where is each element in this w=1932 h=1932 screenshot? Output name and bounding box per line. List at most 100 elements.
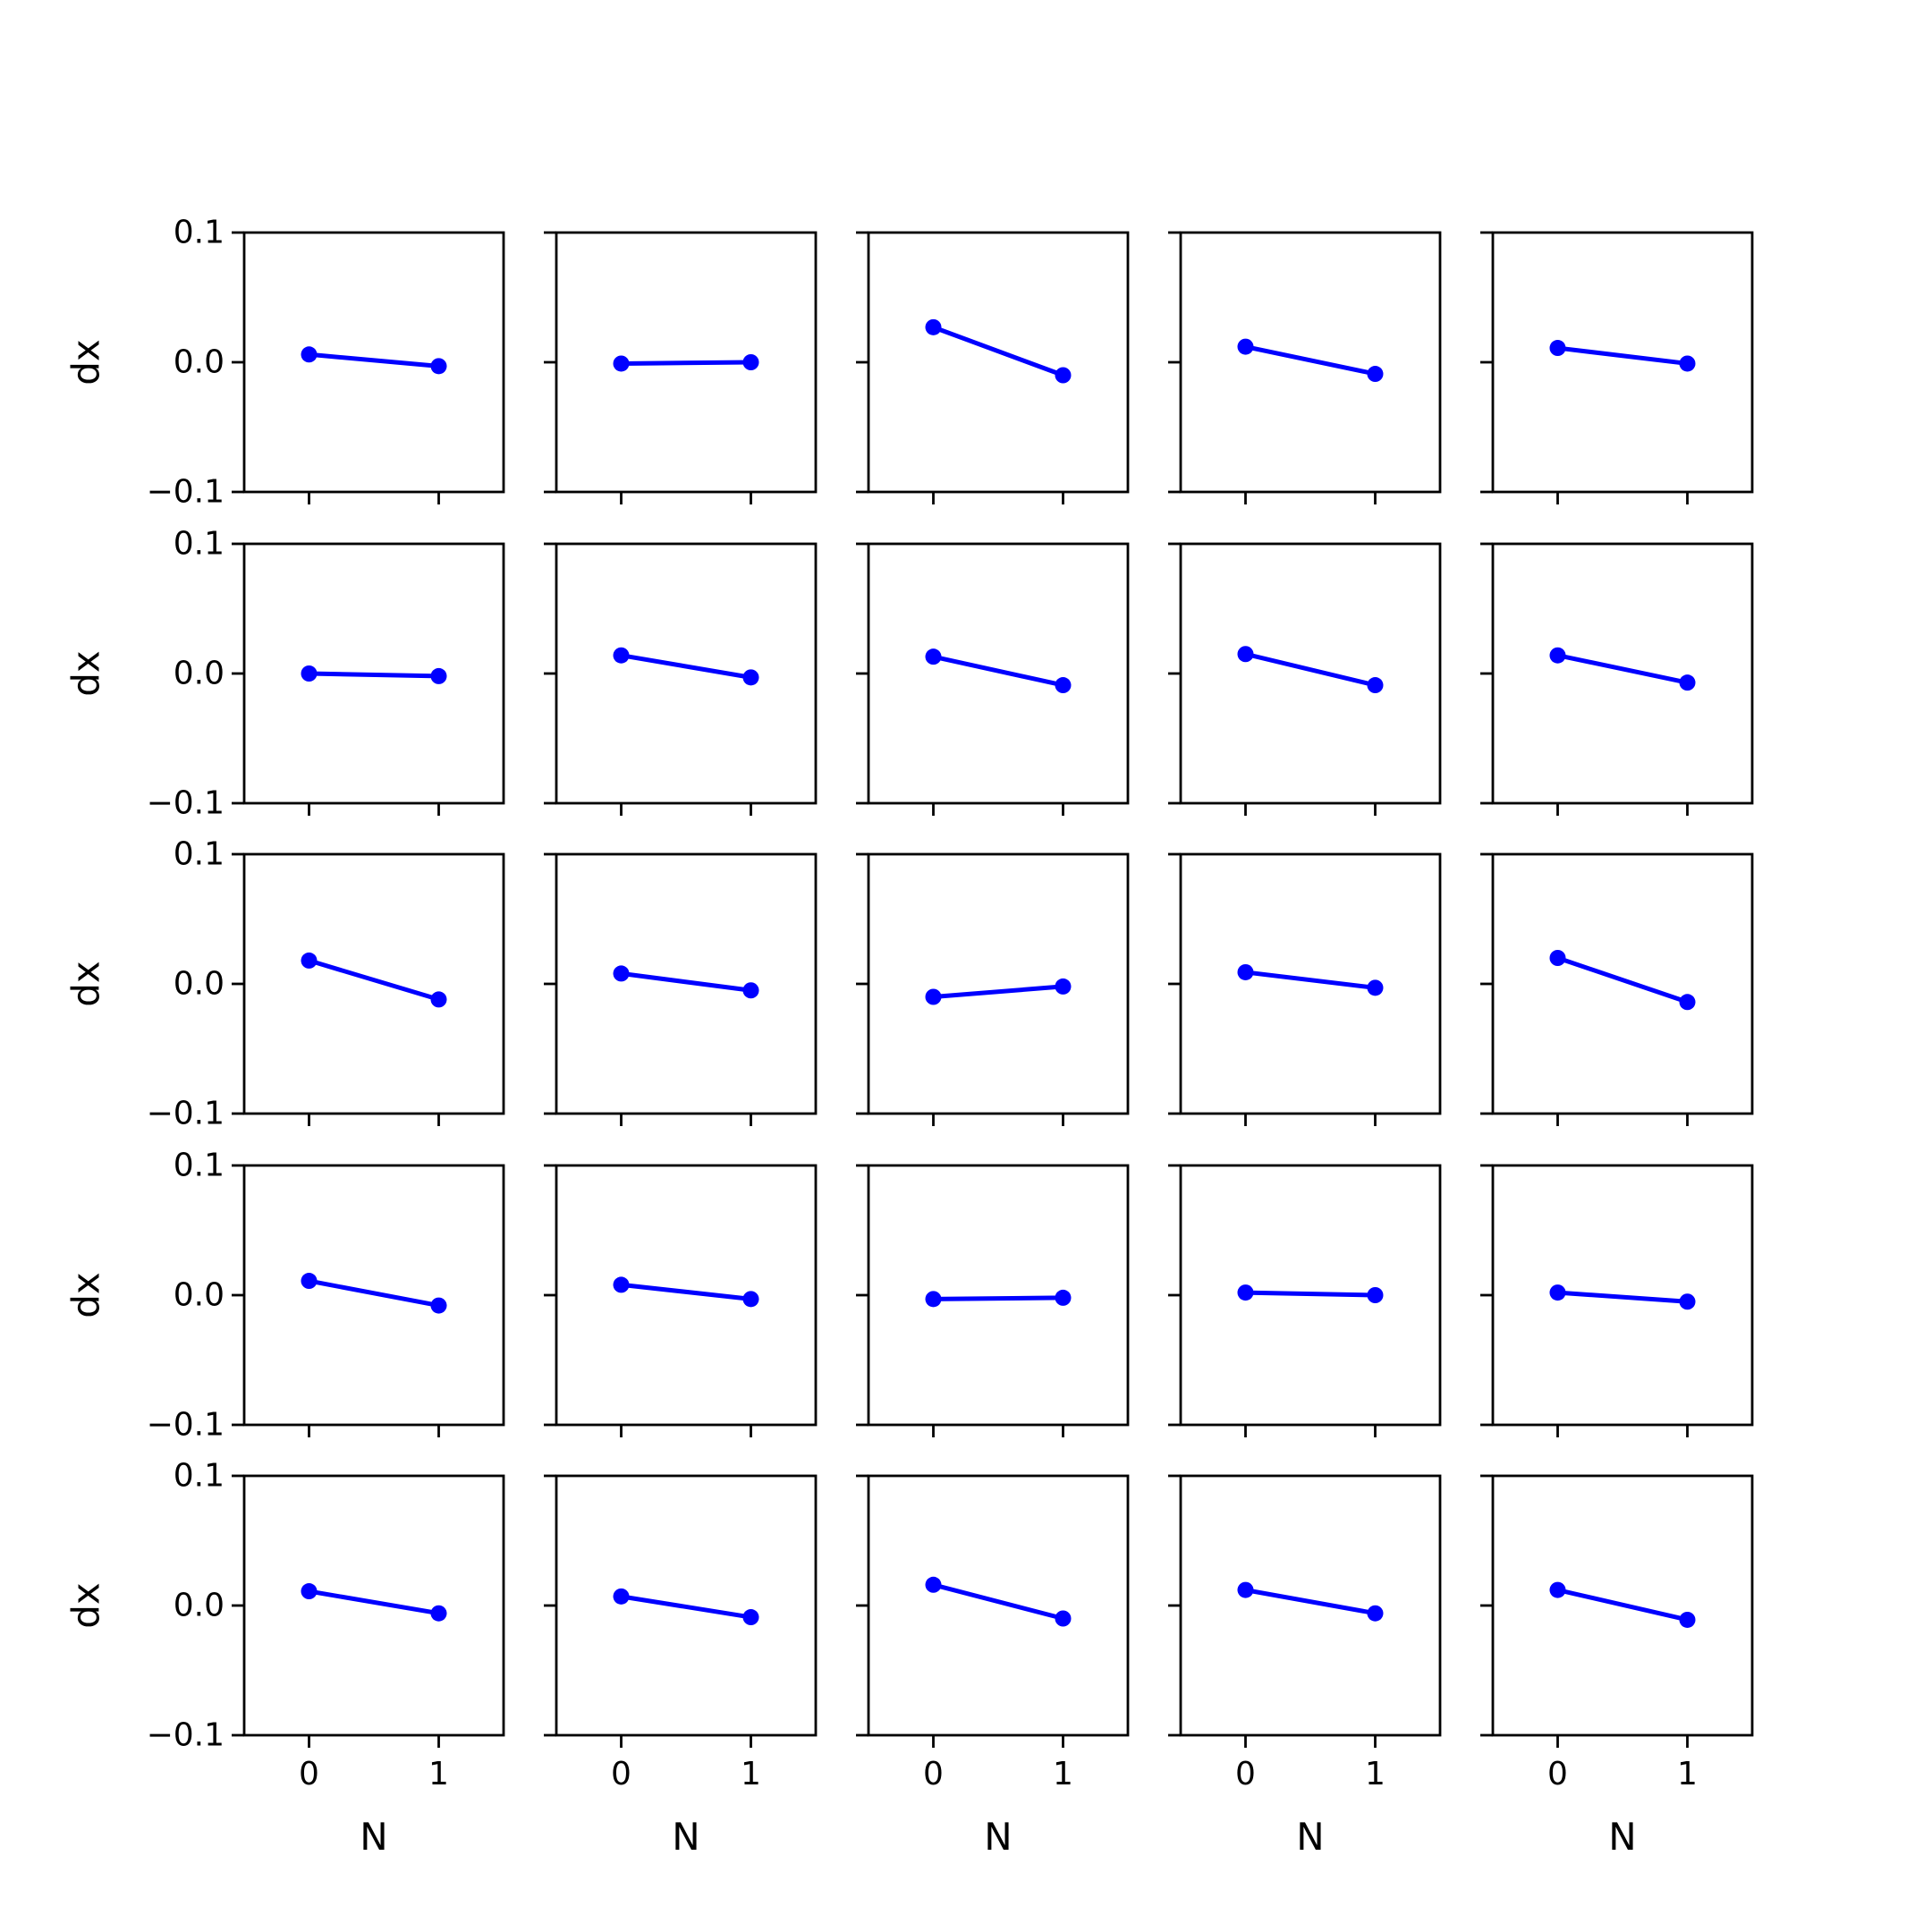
subplot-2-2	[544, 542, 818, 816]
x-axis-label: N	[1296, 1815, 1324, 1859]
data-point	[430, 1605, 447, 1622]
subplot-4-5	[1480, 1164, 1754, 1437]
y-tick-label: −0.1	[147, 474, 225, 511]
data-point	[1237, 1581, 1254, 1598]
data-point	[925, 1291, 942, 1308]
data-point	[613, 647, 630, 664]
data-point	[1055, 1610, 1072, 1627]
data-point	[430, 991, 447, 1008]
x-tick-label: 1	[428, 1756, 449, 1792]
data-point	[1549, 647, 1566, 664]
data-point	[925, 318, 942, 335]
series-line	[619, 360, 753, 366]
series-line	[931, 654, 1065, 688]
series-line	[619, 1282, 753, 1301]
data-point	[430, 358, 447, 375]
data-point	[1679, 355, 1696, 372]
x-tick-label: 1	[741, 1756, 761, 1792]
data-point	[301, 346, 318, 363]
series-line	[1555, 1290, 1690, 1304]
data-point	[1237, 1284, 1254, 1301]
series-line	[307, 352, 441, 369]
data-point	[1055, 1289, 1072, 1306]
subplot-5-5: 0 1 N	[1480, 1474, 1754, 1859]
data-point	[1055, 978, 1072, 995]
data-point	[1679, 994, 1696, 1011]
y-tick-label: 0.1	[174, 836, 225, 873]
data-point	[301, 665, 318, 682]
data-point	[742, 354, 759, 370]
y-tick-label: 0.0	[174, 344, 225, 381]
data-point	[742, 1291, 759, 1308]
subplot-1-5	[1480, 231, 1754, 504]
y-tick-label: −0.1	[147, 1717, 225, 1754]
data-point	[1367, 1605, 1384, 1622]
data-point	[1679, 1293, 1696, 1310]
data-point	[1367, 1287, 1384, 1303]
subplot-4-3	[856, 1164, 1130, 1437]
data-point	[301, 1583, 318, 1600]
x-tick-label: 1	[1365, 1756, 1385, 1792]
x-axis-label: N	[672, 1815, 699, 1859]
data-point	[1549, 1284, 1566, 1301]
series-line	[1243, 651, 1377, 688]
subplot-4-4	[1168, 1164, 1442, 1437]
subplot-3-5	[1480, 852, 1754, 1126]
subplot-grid: 0.10.0−0.1dx0.10.0−0.1dx0.10.0−0.1dx0.10…	[64, 215, 1754, 1859]
data-point	[613, 355, 630, 372]
subplot-1-4	[1168, 231, 1442, 504]
series-line	[619, 653, 753, 680]
data-point	[1055, 367, 1072, 384]
subplot-4-2	[544, 1164, 818, 1437]
series-line	[1555, 1588, 1690, 1623]
x-axis-label: N	[1608, 1815, 1636, 1859]
x-tick-label: 0	[1235, 1756, 1256, 1792]
series-line	[1555, 653, 1690, 685]
subplot-5-4: 0 1 N	[1168, 1474, 1442, 1859]
y-axis-label: dx	[64, 339, 108, 386]
data-point	[1237, 338, 1254, 355]
subplot-4-1: 0.1 0.0 −0.1 dx	[64, 1148, 505, 1444]
series-line	[931, 1582, 1065, 1621]
subplot-1-2	[544, 231, 818, 504]
data-point	[1237, 963, 1254, 980]
series-line	[307, 1589, 441, 1616]
data-point	[1549, 340, 1566, 357]
data-point	[1237, 646, 1254, 663]
x-tick-label: 0	[299, 1756, 319, 1792]
x-axis-label: N	[984, 1815, 1012, 1859]
data-point	[1549, 950, 1566, 966]
x-axis-label: N	[360, 1815, 387, 1859]
x-tick-label: 1	[1053, 1756, 1073, 1792]
data-point	[301, 952, 318, 969]
subplot-1-1: 0.1 0.0 −0.1 dx	[64, 215, 505, 511]
y-tick-label: 0.0	[174, 656, 225, 692]
series-line	[307, 1278, 441, 1309]
series-line	[619, 1594, 753, 1620]
series-line	[931, 984, 1065, 999]
y-tick-label: −0.1	[147, 785, 225, 822]
data-point	[925, 1576, 942, 1593]
data-point	[1367, 366, 1384, 383]
series-line	[307, 958, 441, 1002]
subplot-3-3	[856, 852, 1130, 1126]
series-line	[307, 671, 441, 679]
x-tick-label: 0	[1547, 1756, 1568, 1792]
y-tick-label: 0.0	[174, 1588, 225, 1624]
subplot-3-2	[544, 852, 818, 1126]
y-tick-label: 0.1	[174, 1148, 225, 1184]
x-tick-label: 1	[1677, 1756, 1698, 1792]
y-tick-label: 0.1	[174, 526, 225, 563]
data-point	[430, 667, 447, 684]
subplot-2-3	[856, 542, 1130, 816]
data-point	[1679, 1611, 1696, 1628]
data-point	[613, 1276, 630, 1293]
y-tick-label: −0.1	[147, 1407, 225, 1444]
data-point	[613, 1588, 630, 1605]
data-point	[1549, 1581, 1566, 1598]
x-tick-label: 0	[611, 1756, 631, 1792]
y-tick-label: 0.1	[174, 1458, 225, 1495]
series-line	[1243, 970, 1377, 990]
